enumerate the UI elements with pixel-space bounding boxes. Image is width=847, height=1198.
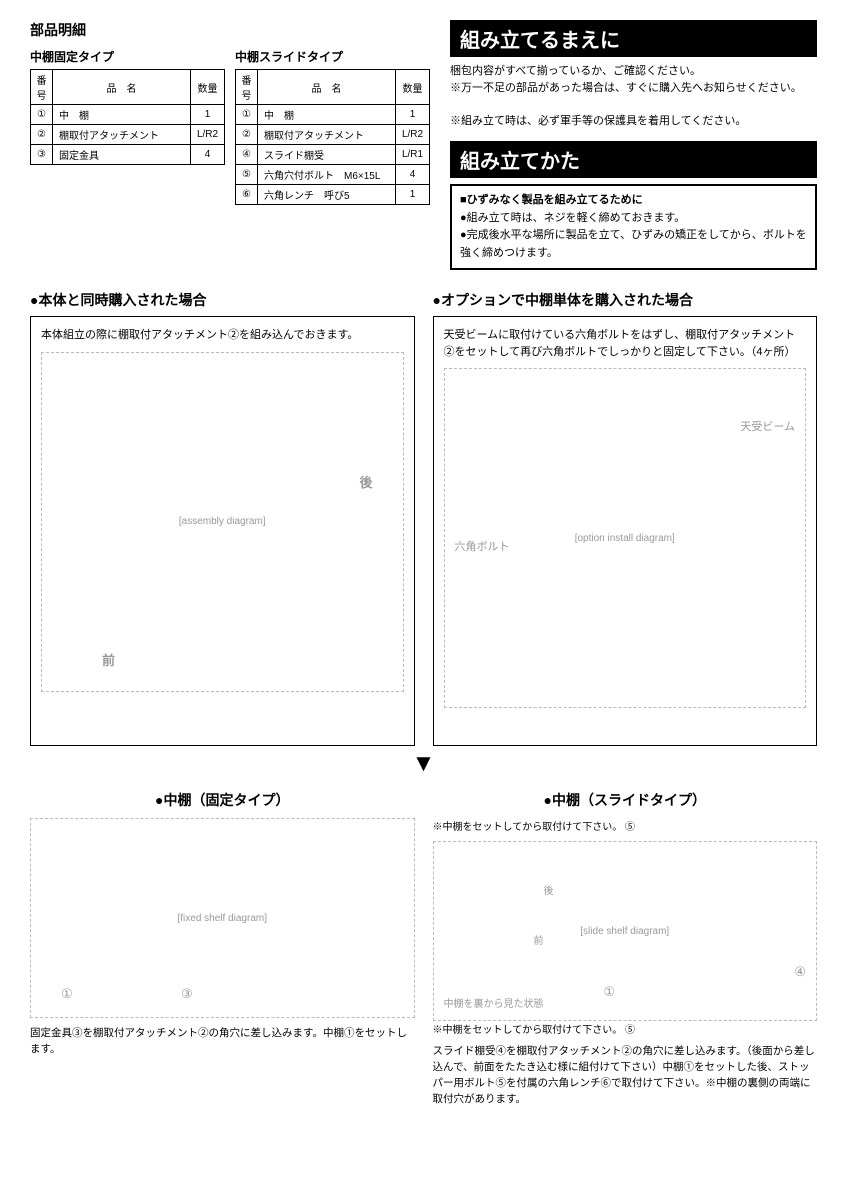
- notice-line: ※組み立て時は、必ず軍手等の保護具を着用してください。: [450, 113, 817, 130]
- slide-note1: ※中棚をセットしてから取付けて下さい。 ⑤: [433, 818, 818, 833]
- diagram-placeholder: ① ③ [fixed shelf diagram]: [30, 818, 415, 1018]
- parts-table-1: 番号 品 名 数量 ①中 棚1②棚取付アタッチメントL/R2③固定金具4: [30, 69, 225, 165]
- label-back: 後: [544, 882, 554, 897]
- table-slide-type: 中棚スライドタイプ 番号 品 名 数量 ①中 棚1②棚取付アタッチメントL/R2…: [235, 48, 430, 205]
- diagram-placeholder: 天受ビーム 六角ボルト [option install diagram]: [444, 368, 807, 708]
- right-info-section: 組み立てるまえに 梱包内容がすべて揃っているか、ご確認ください。※万一不足の部品…: [450, 20, 817, 270]
- col-name: 品 名: [258, 70, 396, 105]
- howto-header: 組み立てかた: [450, 141, 817, 178]
- tips-line: ●完成後水平な場所に製品を立て、ひずみの矯正をしてから、ボルトを強く締めつけます…: [460, 227, 807, 262]
- label-front: 前: [102, 651, 115, 671]
- col-qty: 数量: [396, 70, 430, 105]
- tips-line: ●組み立て時は、ネジを軽く締めておきます。: [460, 210, 807, 228]
- parts-title: 部品明細: [30, 20, 430, 40]
- table-row: ①中 棚1: [31, 105, 225, 125]
- parts-table-2: 番号 品 名 数量 ①中 棚1②棚取付アタッチメントL/R2④スライド棚受L/R…: [235, 69, 430, 205]
- diagram-placeholder: 後 前 中棚を裏から見た状態 ① ④ [slide shelf diagram]: [433, 841, 818, 1021]
- table-row: ⑥六角レンチ 呼び51: [236, 185, 430, 205]
- fixed-heading: ●中棚（固定タイプ）: [30, 790, 415, 810]
- slide-note2: ※中棚をセットしてから取付けて下さい。 ⑤: [433, 1021, 818, 1036]
- table-row: ②棚取付アタッチメントL/R2: [31, 125, 225, 145]
- tips-title: ■ひずみなく製品を組み立てるために: [460, 192, 807, 210]
- notice-line: ※万一不足の部品があった場合は、すぐに購入先へお知らせください。: [450, 80, 817, 97]
- table-row: ④スライド棚受L/R1: [236, 145, 430, 165]
- notice-line: [450, 96, 817, 113]
- view-label: 中棚を裏から見た状態: [444, 995, 544, 1010]
- fixed-type-section: ●中棚（固定タイプ） ① ③ [fixed shelf diagram] 固定金…: [30, 782, 415, 1107]
- table1-heading: 中棚固定タイプ: [30, 48, 225, 65]
- case-b: ●オプションで中棚単体を購入された場合 天受ビームに取付けている六角ボルトをはず…: [433, 270, 818, 746]
- prepare-header: 組み立てるまえに: [450, 20, 817, 57]
- notice-line: 梱包内容がすべて揃っているか、ご確認ください。: [450, 63, 817, 80]
- label-four: ④: [794, 964, 806, 980]
- table-row: ⑤六角穴付ボルト M6×15L4: [236, 165, 430, 185]
- case-b-heading: ●オプションで中棚単体を購入された場合: [433, 290, 818, 310]
- label-bolt: 六角ボルト: [455, 539, 510, 556]
- label-beam: 天受ビーム: [740, 419, 795, 436]
- table2-heading: 中棚スライドタイプ: [235, 48, 430, 65]
- col-qty: 数量: [191, 70, 225, 105]
- slide-type-section: ●中棚（スライドタイプ） ※中棚をセットしてから取付けて下さい。 ⑤ 後 前 中…: [433, 782, 818, 1107]
- diagram-placeholder: 後 前 [assembly diagram]: [41, 352, 404, 692]
- case-a-box: 本体組立の際に棚取付アタッチメント②を組み込んでおきます。 後 前 [assem…: [30, 316, 415, 746]
- table-row: ①中 棚1: [236, 105, 430, 125]
- case-a: ●本体と同時購入された場合 本体組立の際に棚取付アタッチメント②を組み込んでおき…: [30, 270, 415, 746]
- label-back: 後: [359, 473, 372, 493]
- tips-box: ■ひずみなく製品を組み立てるために ●組み立て時は、ネジを軽く締めておきます。 …: [450, 184, 817, 270]
- case-a-text: 本体組立の際に棚取付アタッチメント②を組み込んでおきます。: [41, 327, 404, 344]
- col-num: 番号: [236, 70, 258, 105]
- label-one: ①: [61, 986, 73, 1002]
- label-one: ①: [604, 984, 616, 1000]
- fixed-caption: 固定金具③を棚取付アタッチメント②の角穴に差し込みます。中棚①をセットします。: [30, 1026, 415, 1058]
- table-fixed-type: 中棚固定タイプ 番号 品 名 数量 ①中 棚1②棚取付アタッチメントL/R2③固…: [30, 48, 225, 205]
- flow-arrow-icon: ▼: [30, 750, 817, 778]
- prepare-text: 梱包内容がすべて揃っているか、ご確認ください。※万一不足の部品があった場合は、す…: [450, 63, 817, 129]
- parts-list-section: 部品明細 中棚固定タイプ 番号 品 名 数量 ①中 棚1②棚取付アタッチメントL…: [30, 20, 430, 270]
- label-front: 前: [534, 932, 544, 947]
- slide-heading: ●中棚（スライドタイプ）: [433, 790, 818, 810]
- col-name: 品 名: [53, 70, 191, 105]
- table-row: ②棚取付アタッチメントL/R2: [236, 125, 430, 145]
- col-num: 番号: [31, 70, 53, 105]
- case-b-text: 天受ビームに取付けている六角ボルトをはずし、棚取付アタッチメント②をセットして再…: [444, 327, 807, 360]
- case-a-heading: ●本体と同時購入された場合: [30, 290, 415, 310]
- slide-caption: スライド棚受④を棚取付アタッチメント②の角穴に差し込みます。（後面から差し込んで…: [433, 1044, 818, 1107]
- label-three: ③: [181, 986, 193, 1002]
- case-b-box: 天受ビームに取付けている六角ボルトをはずし、棚取付アタッチメント②をセットして再…: [433, 316, 818, 746]
- table-row: ③固定金具4: [31, 145, 225, 165]
